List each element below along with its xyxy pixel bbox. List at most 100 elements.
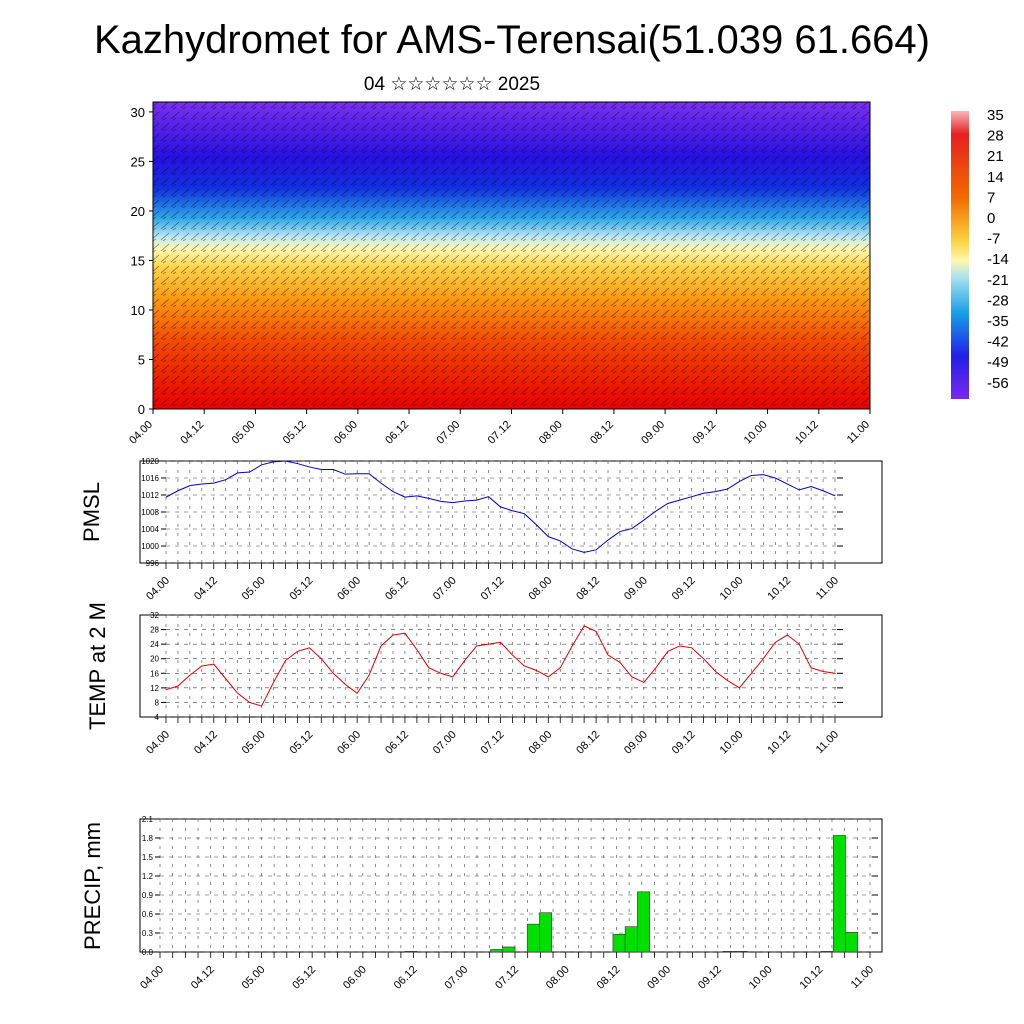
precip-bar [722,951,736,953]
xtick-label: 07.00 [442,964,470,992]
xtick-label: 06.12 [383,575,411,603]
ytick-label: 2.1 [142,815,154,824]
heatmap-ytick-label: 0 [138,402,145,417]
colorbar-label: -7 [987,231,1000,248]
xtick-label: 10.12 [765,575,793,603]
ytick-label: 0.6 [142,910,154,919]
xtick-label: 11.00 [814,575,841,602]
heatmap-xtick-label: 09.00 [639,419,667,447]
precip-bar [502,946,516,953]
ytick-label: 1004 [141,525,159,534]
colorbar: 35 28 21 14 7 0 -7 -14 -21 -28 -35 -42 -49 -56 [951,107,1009,399]
xtick-label: 08.12 [574,575,602,603]
xtick-label: 11.00 [849,964,876,991]
xtick-label: 10.00 [718,575,746,603]
precip-bar [735,951,748,953]
ytick-label: 1020 [141,457,159,466]
colorbar-label: 35 [987,107,1004,124]
precip-bar [832,835,846,953]
xtick-label: 06.12 [383,729,411,757]
ytick-label: 1.2 [142,872,154,881]
heatmap-ytick-label: 10 [131,303,145,318]
precip-bar [637,891,650,953]
colorbar-label: -14 [987,251,1009,268]
xtick-label: 07.12 [479,575,507,603]
ytick-label: 4 [155,713,160,722]
temp-series-line [165,625,836,707]
heatmap-ytick-label: 20 [131,204,145,219]
pmsl-series-line [165,460,836,553]
xtick-label: 04.12 [192,575,220,603]
xtick-label: 04.12 [192,729,220,757]
colorbar-label: 14 [987,169,1004,186]
xtick-label: 09.00 [622,729,650,757]
colorbar-label: 28 [987,128,1004,145]
colorbar-label: -35 [987,313,1009,330]
precip-bar [624,926,638,953]
colorbar-label: -56 [987,375,1009,392]
xtick-label: 04.00 [144,575,172,603]
ytick-label: 1000 [141,542,159,551]
colorbar-label: -28 [987,292,1009,309]
heatmap-xtick-label: 05.12 [281,419,309,447]
xtick-label: 05.12 [290,964,318,992]
heatmap-xtick-label: 08.12 [588,419,616,447]
heatmap-xtick-label: 07.00 [434,419,462,447]
xtick-label: 07.12 [493,964,521,992]
temp-axis-label: TEMP at 2 M [85,602,110,730]
precip-bar [539,912,553,953]
ytick-label: 1.5 [142,853,154,862]
precip-bar [820,951,834,953]
xtick-label: 05.00 [240,964,268,992]
heatmap-xtick-label: 07.12 [486,419,514,447]
xtick-label: 11.00 [814,729,841,756]
colorbar-label: -21 [987,272,1009,289]
xtick-label: 09.00 [622,575,650,603]
heatmap-xtick-label: 10.12 [793,419,821,447]
ytick-label: 0.3 [142,929,154,938]
ytick-label: 24 [150,640,159,649]
heatmap-ytick-label: 25 [131,154,145,169]
heatmap-xtick-label: 06.12 [383,419,411,447]
precip-bar [612,933,626,953]
xtick-label: 08.12 [574,729,602,757]
xtick-label: 05.12 [288,575,316,603]
heatmap-xtick-label: 10.00 [742,419,770,447]
xtick-label: 10.00 [718,729,746,757]
precip-bar [404,951,418,953]
xtick-label: 09.12 [696,964,724,992]
heatmap-panel: 0 5 10 15 20 25 30 04.00 04.12 05.00 05.12 06.00 06… [127,101,872,447]
xtick-label: 09.00 [645,964,673,992]
xtick-label: 08.00 [526,729,554,757]
xtick-label: 08.00 [526,575,554,603]
xtick-label: 09.12 [670,729,698,757]
precip-bar [490,949,504,953]
xtick-label: 09.12 [670,575,698,603]
ytick-label: 996 [146,559,160,568]
heatmap-xtick-label: 11.00 [845,419,872,446]
xtick-label: 10.12 [765,729,793,757]
heatmap-xtick-label: 05.00 [230,419,258,447]
temp-panel: 32 28 24 20 16 12 8 4 04.00 04.12 05.00 05.12 06.00 0… [85,602,883,757]
heatmap-xtick-label: 08.00 [537,419,565,447]
ytick-label: 8 [155,698,160,707]
xtick-label: 06.00 [341,964,369,992]
xtick-label: 04.00 [138,964,166,992]
precip-bar [526,923,540,953]
xtick-label: 10.00 [747,964,775,992]
pmsl-panel: 1020 1016 1012 1008 1004 1000 996 04.00 04.12 05.… [79,457,883,603]
xtick-label: 04.00 [144,729,172,757]
pmsl-axis-label: PMSL [79,482,104,542]
heatmap-xtick-label: 09.12 [691,419,719,447]
ytick-label: 0.0 [142,948,154,957]
xtick-label: 07.00 [431,729,459,757]
precip-axis-label: PRECIP, mm [80,822,105,950]
heatmap-ytick-label: 30 [131,105,145,120]
colorbar-label: 21 [987,148,1004,165]
colorbar-label: -49 [987,354,1009,371]
xtick-label: 08.12 [595,964,623,992]
colorbar-gradient [951,111,969,399]
ytick-label: 20 [150,655,159,664]
colorbar-label: 0 [987,210,995,227]
xtick-label: 07.00 [431,575,459,603]
